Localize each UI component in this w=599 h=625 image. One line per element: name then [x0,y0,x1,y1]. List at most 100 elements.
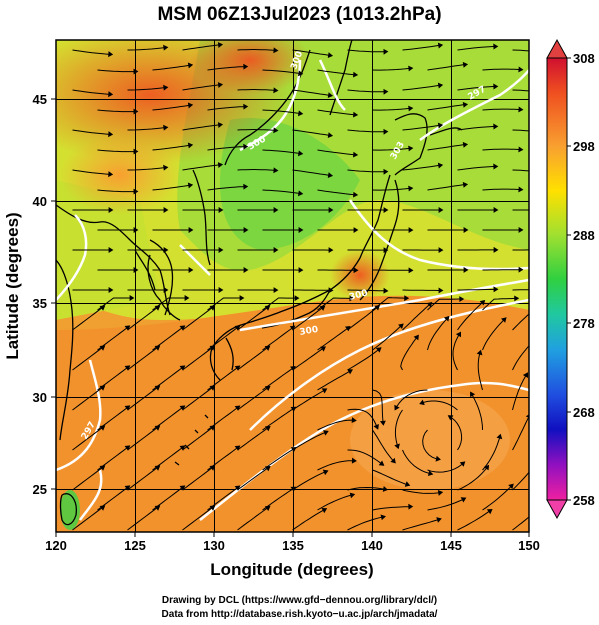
streamline-arrowhead [476,349,483,356]
streamline-arrowhead [327,172,334,178]
streamline [72,425,105,451]
streamline [372,147,413,151]
x-tick-label: 130 [203,538,225,553]
streamline-arrowhead [349,492,356,499]
streamline [72,129,113,135]
streamline [127,46,168,51]
streamline-arrowhead [218,247,224,253]
streamline-arrowhead [290,366,296,372]
streamline [292,129,333,137]
streamline-arrowhead [408,267,414,274]
streamline [182,124,223,131]
streamline [372,67,413,71]
x-tick-label: 145 [440,538,462,553]
streamline [127,166,168,171]
streamline [372,107,413,111]
streamline-arrowhead [327,92,334,98]
streamline [402,302,432,331]
streamline [512,289,529,291]
streamline-arrowhead [273,47,279,54]
streamline [402,289,443,291]
streamline-arrowhead [518,186,524,193]
streamline [72,305,105,331]
streamline [400,335,419,371]
streamline-arrowhead [538,303,542,307]
streamline-arrowhead [209,505,216,511]
streamline-arrowhead [154,345,161,351]
streamline-arrowhead [540,505,544,509]
streamline [477,350,483,391]
streamline [237,305,270,331]
streamline [262,109,303,115]
streamline-arrowhead [108,91,114,98]
isotherm-contours [56,59,529,521]
streamline-arrowhead [493,286,499,293]
streamline [427,461,465,473]
streamline-arrowhead [522,372,528,378]
streamline-arrowhead [273,207,279,213]
streamline-arrowhead [154,465,161,471]
streamline [512,49,529,52]
streamline [317,189,358,196]
streamline-arrowhead [99,505,106,511]
streamline [347,89,388,93]
streamline-arrowhead [437,162,444,169]
colorbar-tick-label: 258 [573,493,595,508]
streamline [402,449,433,475]
streamline-arrowhead [179,365,186,371]
streamline [127,345,160,371]
y-axis-label: Latitude (degrees) [3,212,22,359]
streamline [237,88,278,92]
streamline-arrowhead [243,183,249,190]
streamline-arrowhead [532,338,536,342]
streamline [448,415,463,451]
streamline-arrowhead [163,164,169,171]
streamline-arrowhead [129,295,135,301]
streamline [402,84,443,91]
streamline-arrowhead [344,326,351,332]
streamline-arrowhead [383,168,389,175]
streamline-arrowhead [217,122,224,128]
streamline [72,49,113,55]
streamline [182,345,215,371]
y-tick-label: 30 [33,390,47,405]
streamline [292,508,327,531]
streamline [207,146,248,151]
streamline [512,516,529,531]
tick-marks [51,98,530,537]
streamline-arrowhead [353,151,359,158]
streamline-arrowhead [518,227,524,233]
streamline-arrowhead [374,305,381,311]
streamline-arrowhead [518,266,524,273]
streamline-arrowhead [320,346,326,352]
y-tick-labels: 25 30 35 40 45 [33,92,47,497]
streamline [207,106,248,111]
streamline [512,471,529,491]
streamline-arrowhead [154,425,161,431]
streamline-arrowhead [327,132,334,138]
streamline [457,465,489,491]
streamline-arrowhead [383,48,389,55]
streamline-arrowhead [408,503,414,510]
streamline [292,305,325,331]
streamline [512,313,529,331]
streamline-arrowhead [108,247,114,253]
streamline [482,68,523,71]
colorbar-tick-label: 288 [573,228,595,243]
x-tick-label: 150 [518,538,540,553]
streamline-arrowhead [239,295,245,301]
streamline-arrowhead [380,514,386,521]
streamline [317,149,358,156]
streamline-arrowhead [154,385,161,391]
streamline [152,64,193,71]
streamline-arrowhead [243,143,249,150]
streamline-arrowhead [322,469,329,476]
streamline-arrowhead [99,385,106,391]
streamline-arrowhead [133,148,139,155]
streamline-arrowhead [438,207,444,213]
streamline-arrowhead [460,497,467,503]
streamline-arrowhead [328,287,334,294]
streamline-arrowhead [328,247,334,253]
streamline [402,124,443,131]
streamline [237,466,271,491]
